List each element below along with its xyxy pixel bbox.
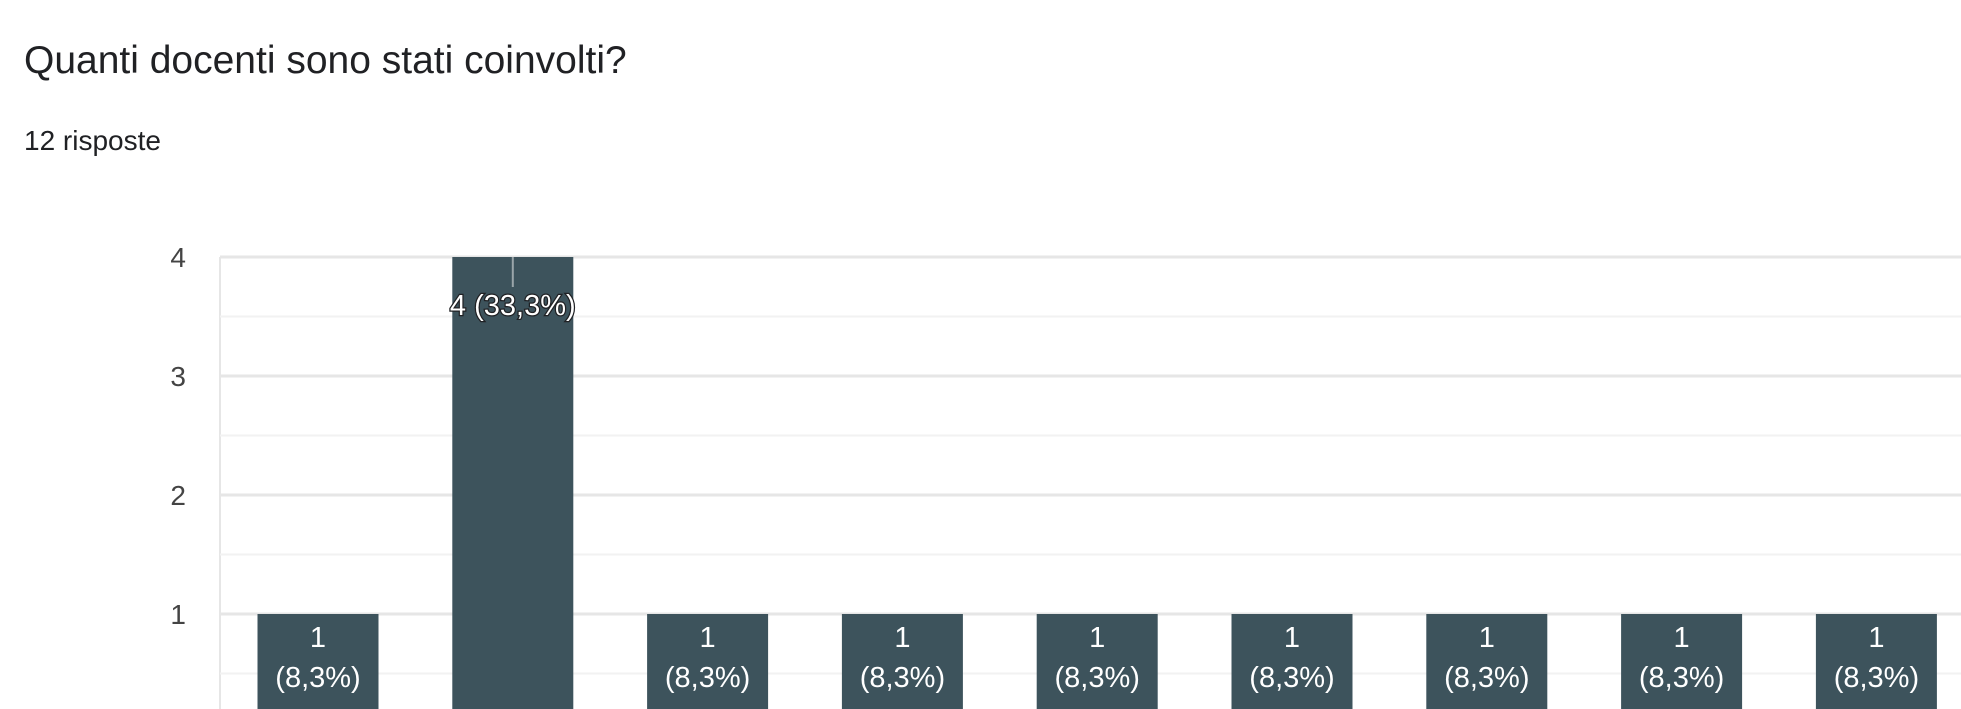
bar-data-label: 1 bbox=[1089, 622, 1105, 654]
bar bbox=[647, 614, 769, 709]
bar bbox=[1815, 614, 1937, 709]
bar-data-label: (8,3%) bbox=[1834, 662, 1919, 694]
bars bbox=[257, 257, 1937, 709]
bar-data-label: 1 bbox=[1479, 622, 1495, 654]
bar bbox=[452, 257, 574, 709]
bar bbox=[1231, 614, 1353, 709]
response-count: 12 risposte bbox=[24, 125, 161, 156]
bar bbox=[841, 614, 963, 709]
bar-data-label: (8,3%) bbox=[1639, 662, 1724, 694]
bar-data-label: (8,3%) bbox=[1444, 662, 1529, 694]
y-tick-label: 3 bbox=[170, 361, 186, 392]
bar-data-label: (8,3%) bbox=[860, 662, 945, 694]
bar-data-label: (8,3%) bbox=[275, 662, 360, 694]
bar-data-label: (8,3%) bbox=[1249, 662, 1334, 694]
bar-data-label: 1 bbox=[894, 622, 910, 654]
y-tick-label: 1 bbox=[170, 599, 186, 630]
bar-data-label: 1 bbox=[310, 622, 326, 654]
bar-data-label: 1 bbox=[700, 622, 716, 654]
y-tick-label: 2 bbox=[170, 480, 186, 511]
bar-data-label: (8,3%) bbox=[1054, 662, 1139, 694]
y-tick-label: 4 bbox=[170, 242, 186, 273]
bar-data-label: 4 (33,3%) bbox=[450, 290, 576, 322]
bar-labels: 1 (8,3%) 4 (33,3%) 1 (8,3%) 1 (8,3%) 1 (8,3%) 1 (8… bbox=[275, 257, 1919, 694]
bar bbox=[1036, 614, 1158, 709]
bar bbox=[1426, 614, 1548, 709]
y-axis-ticks: 1 2 3 4 bbox=[170, 242, 186, 630]
question-title: Quanti docenti sono stati coinvolti? bbox=[24, 39, 627, 82]
bar bbox=[257, 614, 379, 709]
bar bbox=[1621, 614, 1743, 709]
bar-data-label: 1 bbox=[1674, 622, 1690, 654]
bar-data-label: 1 bbox=[1868, 622, 1884, 654]
bar-data-label: (8,3%) bbox=[665, 662, 750, 694]
bar-data-label: 1 bbox=[1284, 622, 1300, 654]
